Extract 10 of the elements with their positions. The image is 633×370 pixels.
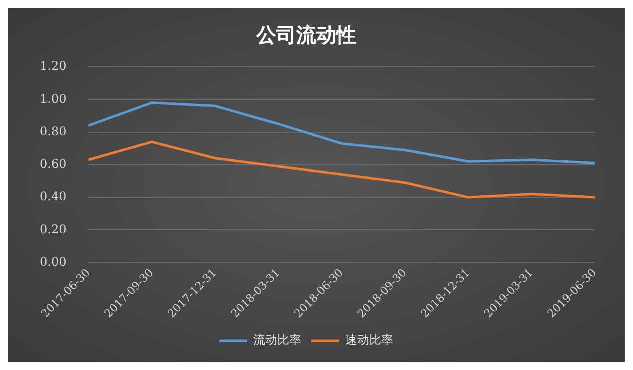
y-tick-label: 0.40 <box>40 190 67 204</box>
y-tick-label: 0.60 <box>40 157 67 172</box>
y-tick-label: 1.20 <box>40 59 67 74</box>
legend-label: 流动比率 <box>254 333 302 348</box>
y-tick-label: 1.00 <box>40 92 67 106</box>
y-tick-label: 0.80 <box>40 124 67 138</box>
chart-title: 公司流动性 <box>256 23 356 48</box>
y-tick-label: 0.00 <box>40 254 67 269</box>
legend-label: 速动比率 <box>346 333 394 348</box>
y-tick-label: 0.20 <box>40 222 67 236</box>
